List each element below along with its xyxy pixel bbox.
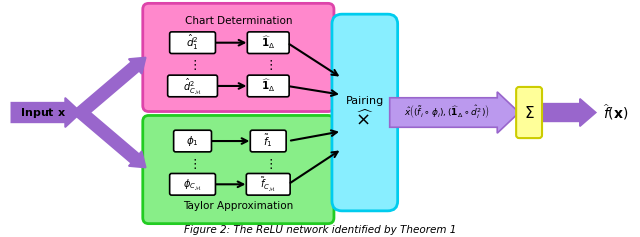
Text: $\widehat{f}(\mathbf{x})$: $\widehat{f}(\mathbf{x})$	[603, 103, 628, 122]
FancyBboxPatch shape	[170, 173, 216, 195]
Text: $\tilde{f}_1$: $\tilde{f}_1$	[263, 133, 273, 150]
Polygon shape	[77, 108, 146, 168]
Text: $\hat{d}_1^2$: $\hat{d}_1^2$	[186, 33, 199, 52]
Text: $\vdots$: $\vdots$	[188, 58, 197, 72]
Text: $\vdots$: $\vdots$	[264, 58, 273, 72]
FancyBboxPatch shape	[250, 130, 286, 152]
FancyBboxPatch shape	[143, 3, 334, 112]
FancyBboxPatch shape	[170, 32, 216, 54]
Polygon shape	[12, 98, 81, 127]
Text: $\phi_{C_{\mathcal{M}}}$: $\phi_{C_{\mathcal{M}}}$	[183, 177, 202, 191]
FancyBboxPatch shape	[516, 87, 542, 138]
Polygon shape	[77, 57, 146, 117]
FancyBboxPatch shape	[247, 75, 289, 97]
Text: $\widehat{\mathbf{1}}_\Delta$: $\widehat{\mathbf{1}}_\Delta$	[261, 78, 275, 94]
Text: $\tilde{f}_{C_{\mathcal{M}}}$: $\tilde{f}_{C_{\mathcal{M}}}$	[260, 176, 276, 193]
Text: Pairing: Pairing	[346, 96, 384, 106]
FancyBboxPatch shape	[246, 173, 290, 195]
FancyBboxPatch shape	[332, 14, 397, 211]
Text: $\hat{d}_{C_{\mathcal{M}}}^2$: $\hat{d}_{C_{\mathcal{M}}}^2$	[183, 76, 202, 96]
Text: Input $\mathbf{x}$: Input $\mathbf{x}$	[20, 105, 67, 119]
Text: Taylor Approximation: Taylor Approximation	[183, 201, 294, 211]
FancyBboxPatch shape	[168, 75, 218, 97]
Text: $\Sigma$: $\Sigma$	[524, 105, 534, 121]
Polygon shape	[541, 99, 596, 126]
Text: $\phi_1$: $\phi_1$	[186, 134, 199, 148]
FancyBboxPatch shape	[173, 130, 211, 152]
Text: $\vdots$: $\vdots$	[188, 157, 197, 171]
FancyBboxPatch shape	[143, 115, 334, 224]
Polygon shape	[390, 92, 519, 133]
Text: Figure 2: The ReLU network identified by Theorem 1: Figure 2: The ReLU network identified by…	[184, 224, 456, 235]
Text: Chart Determination: Chart Determination	[184, 16, 292, 26]
Text: $\vdots$: $\vdots$	[264, 157, 273, 171]
FancyBboxPatch shape	[247, 32, 289, 54]
Text: $\widehat{\times}$: $\widehat{\times}$	[355, 111, 374, 130]
Text: $\widehat{\mathbf{1}}_\Delta$: $\widehat{\mathbf{1}}_\Delta$	[261, 34, 275, 51]
Text: $\hat{x}\left((\tilde{f}_i \circ \phi_i), (\widehat{\mathbf{1}}_\Delta \circ \ha: $\hat{x}\left((\tilde{f}_i \circ \phi_i)…	[404, 104, 490, 121]
